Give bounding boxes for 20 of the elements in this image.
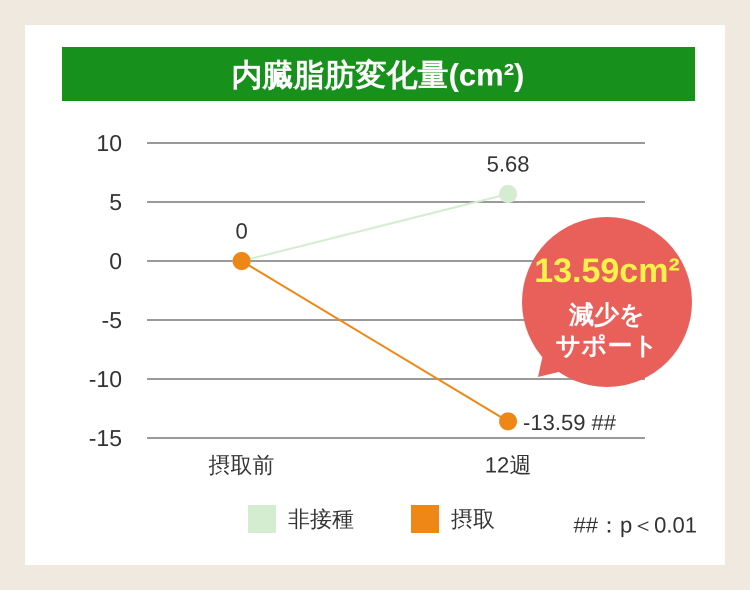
legend-label: 非接種 — [288, 506, 354, 532]
y-tick-label: -15 — [88, 425, 122, 451]
x-tick-label: 12週 — [484, 452, 532, 478]
legend-label: 摂取 — [451, 506, 495, 532]
point — [499, 412, 518, 430]
y-tick-label: -10 — [88, 366, 122, 392]
y-tick-label: 5 — [109, 189, 122, 215]
data-label: 0 — [235, 218, 248, 244]
chart-title: 内臓脂肪変化量(cm²) — [232, 58, 524, 92]
annotation: 減少を — [568, 301, 645, 329]
text: ##：p＜0.01 — [573, 512, 697, 538]
y-tick-label: 10 — [96, 130, 122, 156]
y-tick-label: -5 — [102, 307, 122, 333]
data-label: 5.68 — [486, 151, 530, 176]
y-tick-label: 0 — [109, 248, 122, 274]
point — [499, 184, 518, 203]
annotation: 13.59cm² — [534, 252, 680, 290]
x-tick-label: 摂取前 — [208, 452, 275, 478]
annotation: サポート — [556, 332, 658, 360]
data-label: -13.59 ## — [523, 410, 617, 435]
